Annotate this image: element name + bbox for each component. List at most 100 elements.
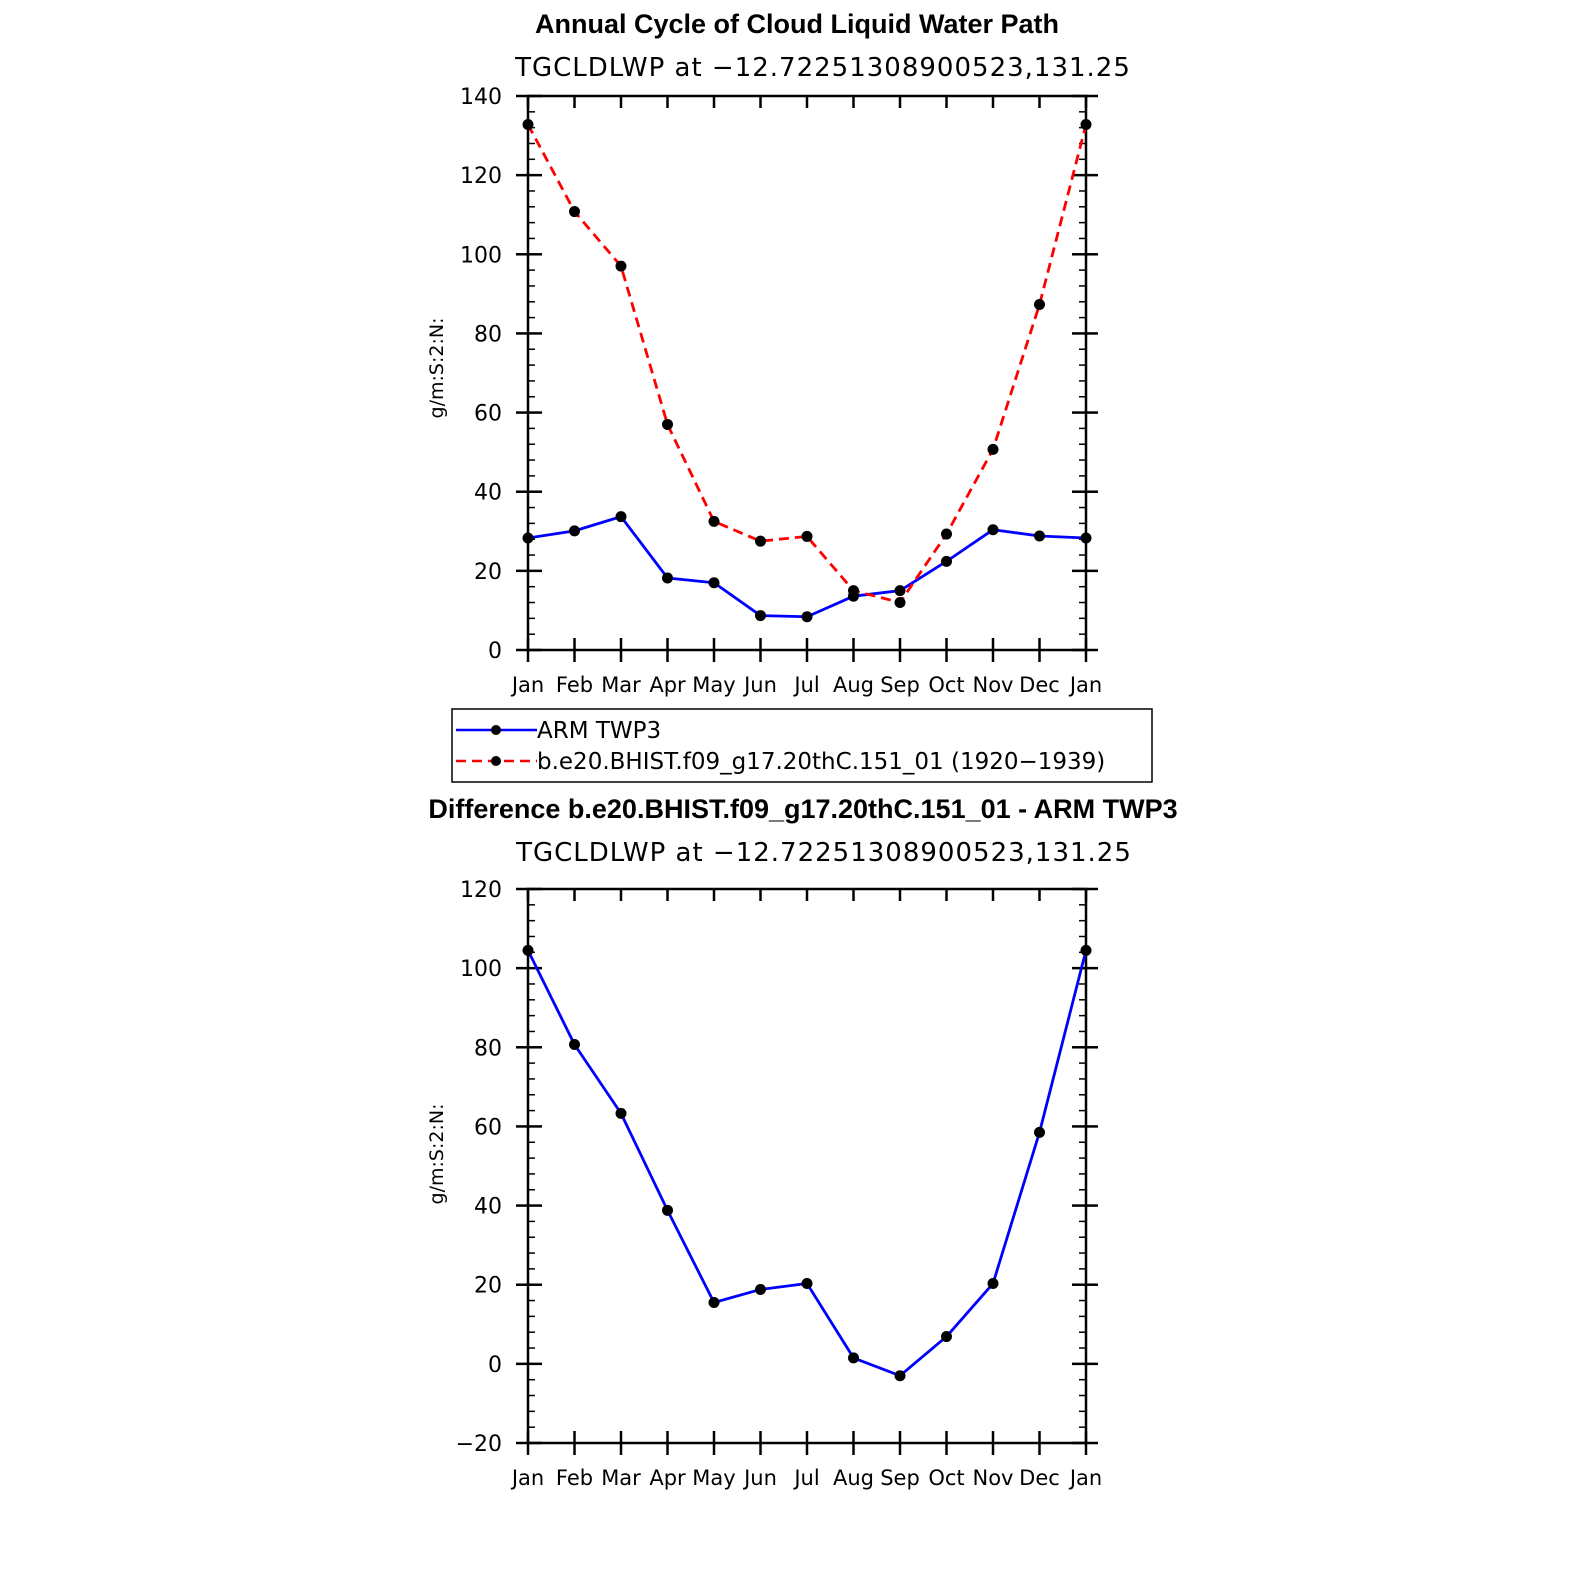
x-tick-label: Jun xyxy=(742,673,777,697)
data-point xyxy=(801,611,813,623)
x-tick-label: Sep xyxy=(880,673,920,697)
data-point xyxy=(569,525,580,537)
data-point xyxy=(755,535,766,547)
x-tick-label: May xyxy=(692,673,735,697)
y-tick-label: 20 xyxy=(474,560,502,585)
x-tick-label: Dec xyxy=(1019,673,1060,697)
x-tick-label: Mar xyxy=(601,673,641,697)
x-tick-label: Nov xyxy=(973,1466,1014,1490)
plot-frame xyxy=(526,887,1088,1445)
x-tick-label: Jan xyxy=(510,1466,544,1490)
y-tick-label: 40 xyxy=(474,481,502,506)
legend: ARM TWP3 b.e20.BHIST.f09_g17.20thC.151_0… xyxy=(451,708,1153,783)
y-tick-label: −20 xyxy=(456,1432,502,1457)
data-point xyxy=(522,944,534,956)
x-tick-label: Jan xyxy=(1068,673,1102,697)
legend-box xyxy=(451,708,1153,783)
data-point xyxy=(987,1278,999,1290)
data-point xyxy=(522,532,534,544)
y-axis-label: g/m:S:2:N: xyxy=(426,1104,448,1205)
data-point xyxy=(941,528,952,540)
data-point xyxy=(1034,299,1045,311)
y-tick-label: 100 xyxy=(460,243,502,268)
data-point xyxy=(1080,944,1092,956)
data-point xyxy=(522,118,534,130)
data-point xyxy=(801,530,813,542)
data-point xyxy=(801,1278,813,1290)
x-tick-label: Nov xyxy=(973,673,1014,697)
panel-annual-cycle: Annual Cycle of Cloud Liquid Water Path … xyxy=(426,9,1131,697)
y-tick-label: 80 xyxy=(474,1036,502,1061)
y-tick-label: 140 xyxy=(460,85,502,110)
data-point xyxy=(662,418,673,430)
y-tick-label: 120 xyxy=(460,164,502,189)
data-point xyxy=(1080,532,1092,544)
x-tick-label: Mar xyxy=(601,1466,641,1490)
plot-frame xyxy=(526,94,1088,652)
data-point xyxy=(569,1039,580,1051)
x-tick-label: Oct xyxy=(928,1466,964,1490)
y-tick-label: 0 xyxy=(488,1353,502,1378)
data-point xyxy=(708,577,720,589)
x-tick-label: May xyxy=(692,1466,735,1490)
chart-title: Annual Cycle of Cloud Liquid Water Path xyxy=(535,9,1059,39)
x-tick-label: Apr xyxy=(649,673,686,697)
legend-marker-model xyxy=(491,756,501,766)
data-point xyxy=(987,443,999,455)
y-tick-label: 60 xyxy=(474,1115,502,1140)
series-line-0 xyxy=(526,949,1088,1378)
y-tick-label: 120 xyxy=(460,878,502,903)
plot-area: Jan Feb Mar Apr May Jun Jul Aug Sep Oct Nov Dec Jan 0… xyxy=(460,85,1102,697)
x-tick-label: Apr xyxy=(649,1466,686,1490)
data-point xyxy=(941,555,952,567)
x-tick-label: Feb xyxy=(556,673,593,697)
data-point xyxy=(848,1352,859,1364)
data-point xyxy=(615,511,627,523)
chart-subtitle: TGCLDLWP at −12.72251308900523,131.25 xyxy=(514,53,1131,83)
x-tick-label: Jul xyxy=(792,673,819,697)
legend-marker-arm xyxy=(491,725,501,735)
data-point xyxy=(1034,530,1045,542)
y-tick-label: 80 xyxy=(474,322,502,347)
data-point xyxy=(848,585,859,597)
y-axis-label: g/m:S:2:N: xyxy=(426,318,448,419)
data-point xyxy=(708,515,720,527)
chart-subtitle: TGCLDLWP at −12.72251308900523,131.25 xyxy=(515,838,1132,868)
legend-label-arm: ARM TWP3 xyxy=(537,718,661,744)
legend-label-model: b.e20.BHIST.f09_g17.20thC.151_01 (1920−1… xyxy=(537,749,1105,775)
data-point xyxy=(708,1297,720,1309)
y-tick-label: 60 xyxy=(474,402,502,427)
data-point xyxy=(1034,1126,1045,1138)
data-point xyxy=(894,1370,906,1382)
data-point xyxy=(894,585,906,597)
x-tick-label: Jan xyxy=(510,673,544,697)
x-tick-label: Aug xyxy=(833,673,874,697)
y-tick-label: 100 xyxy=(460,957,502,982)
x-tick-label: Oct xyxy=(928,673,964,697)
data-point xyxy=(894,597,906,609)
x-tick-label: Feb xyxy=(556,1466,593,1490)
panel-difference: Difference b.e20.BHIST.f09_g17.20thC.151… xyxy=(426,794,1178,1490)
data-point xyxy=(755,610,766,622)
y-tick-label: 0 xyxy=(488,639,502,664)
data-point xyxy=(662,1204,673,1216)
data-point xyxy=(941,1331,952,1343)
y-tick-label: 40 xyxy=(474,1195,502,1220)
plot-area: Jan Feb Mar Apr May Jun Jul Aug Sep Oct Nov Dec Jan−… xyxy=(456,878,1103,1490)
x-tick-label: Jun xyxy=(742,1466,777,1490)
x-tick-label: Jul xyxy=(792,1466,819,1490)
data-point xyxy=(615,260,627,272)
x-tick-label: Jan xyxy=(1068,1466,1102,1490)
data-point xyxy=(615,1107,627,1119)
y-tick-label: 20 xyxy=(474,1274,502,1299)
x-tick-label: Dec xyxy=(1019,1466,1060,1490)
data-point xyxy=(987,524,999,536)
x-tick-label: Aug xyxy=(833,1466,874,1490)
data-point xyxy=(1080,118,1092,130)
x-tick-label: Sep xyxy=(880,1466,920,1490)
chart-title: Difference b.e20.BHIST.f09_g17.20thC.151… xyxy=(428,794,1177,824)
data-point xyxy=(662,572,673,584)
data-point xyxy=(755,1283,766,1295)
data-point xyxy=(569,206,580,218)
